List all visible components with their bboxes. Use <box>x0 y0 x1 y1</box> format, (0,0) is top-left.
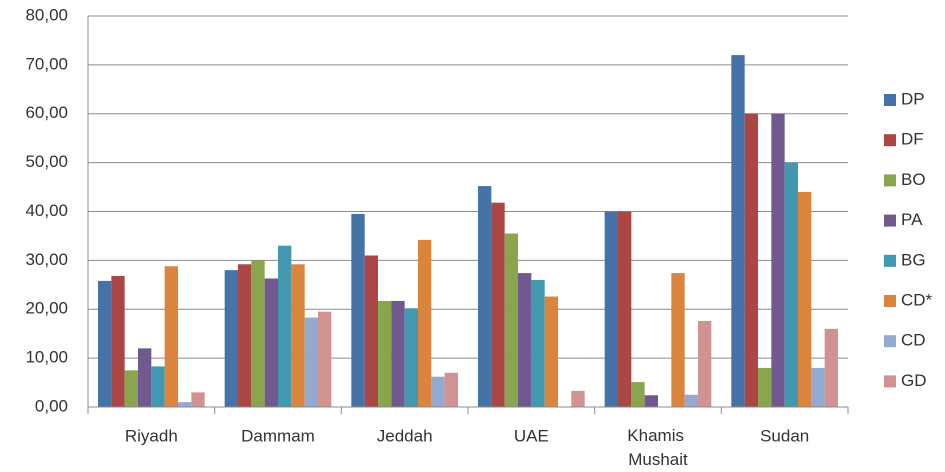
bar <box>531 279 545 407</box>
x-tick-label-line: Mushait <box>628 450 688 469</box>
bar <box>824 328 838 407</box>
y-tick-label: 80,00 <box>25 5 68 24</box>
legend-label: GD <box>901 371 927 390</box>
bar <box>191 392 205 407</box>
x-tick-label: Sudan <box>760 426 809 445</box>
y-tick-label: 40,00 <box>25 201 68 220</box>
bar <box>418 239 432 407</box>
bar <box>604 211 618 407</box>
bar <box>318 311 332 407</box>
bar <box>304 317 318 407</box>
bar <box>224 270 238 407</box>
bar <box>644 395 658 407</box>
bar <box>391 300 405 407</box>
y-tick-label: 50,00 <box>25 152 68 171</box>
bar <box>544 296 558 407</box>
bar <box>431 376 445 407</box>
bar <box>164 266 178 407</box>
y-tick-label: 0,00 <box>35 396 68 415</box>
bar <box>758 367 772 407</box>
bar <box>151 366 165 407</box>
bar <box>264 278 278 407</box>
legend-label: DP <box>901 89 925 108</box>
x-tick-label: Riyadh <box>125 426 178 445</box>
legend-label: BG <box>901 250 926 269</box>
bar <box>684 394 698 407</box>
bar <box>784 162 798 407</box>
bar <box>124 370 138 407</box>
bar <box>351 213 365 407</box>
y-tick-label: 70,00 <box>25 54 68 73</box>
legend-label: DF <box>901 130 924 149</box>
x-tick-label: Dammam <box>241 426 315 445</box>
legend-label: CD* <box>901 290 933 309</box>
legend-label: BO <box>901 170 926 189</box>
legend-swatch <box>884 335 896 348</box>
bar <box>631 382 645 407</box>
bar <box>671 273 685 407</box>
bar <box>111 276 125 407</box>
y-tick-label: 20,00 <box>25 299 68 318</box>
bar <box>518 273 532 407</box>
x-tick-label-line: Khamis <box>627 426 688 445</box>
bar <box>811 367 825 407</box>
y-tick-label: 30,00 <box>25 250 68 269</box>
legend-swatch <box>884 295 896 307</box>
legend-swatch <box>884 254 896 267</box>
legend-swatch <box>884 94 896 106</box>
bar <box>744 113 758 407</box>
bar <box>618 211 632 407</box>
bar <box>178 402 192 407</box>
bar <box>798 191 812 407</box>
legend-label: PA <box>901 210 923 229</box>
y-tick-label: 60,00 <box>25 103 68 122</box>
legend-swatch <box>884 375 896 388</box>
x-tick-label: Khamis Mushait <box>627 426 688 469</box>
x-tick-label: Jeddah <box>377 426 433 445</box>
bar <box>571 390 585 407</box>
bar <box>278 245 292 407</box>
bar <box>291 264 305 407</box>
bar <box>771 113 785 407</box>
bar <box>364 255 378 407</box>
bar <box>444 372 458 407</box>
bar <box>138 348 152 407</box>
bar <box>698 320 712 407</box>
y-tick-label: 10,00 <box>25 348 68 367</box>
bar <box>404 308 418 407</box>
bar <box>504 233 518 407</box>
legend-swatch <box>884 134 896 147</box>
bar <box>238 264 252 407</box>
bar <box>478 186 492 407</box>
legend-swatch <box>884 214 896 227</box>
x-tick-label: UAE <box>514 426 549 445</box>
bar <box>731 55 745 407</box>
bar <box>378 300 392 407</box>
bar <box>251 260 265 407</box>
bar <box>98 280 112 407</box>
bar <box>491 202 505 407</box>
legend-label: CD <box>901 331 926 350</box>
legend-swatch <box>884 174 896 187</box>
